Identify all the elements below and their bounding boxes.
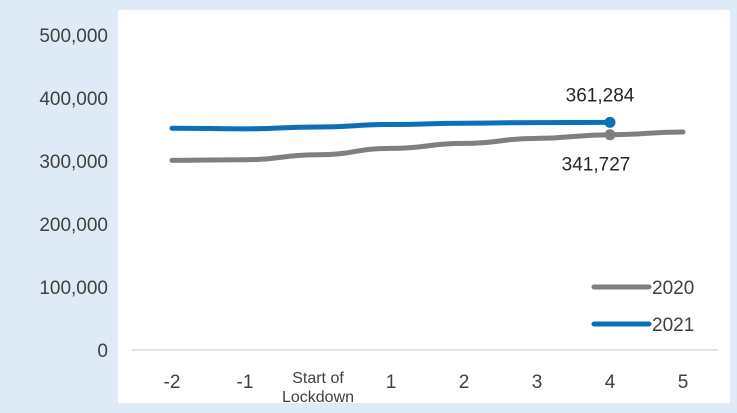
y-tick-label: 100,000 bbox=[39, 278, 108, 299]
series-line-2020 bbox=[169, 129, 686, 163]
legend-label-2020: 2020 bbox=[652, 278, 694, 299]
y-tick-label: 200,000 bbox=[39, 215, 108, 236]
series-lines bbox=[169, 119, 686, 163]
data-marker-2020 bbox=[604, 129, 616, 141]
y-axis-tick-labels: 0 100,000 200,000 300,000 400,000 500,000 bbox=[39, 26, 108, 362]
x-tick-label: 3 bbox=[532, 372, 543, 393]
x-tick-label-line: Lockdown bbox=[282, 389, 354, 406]
series-line-2021 bbox=[169, 119, 613, 132]
data-label-2020: 341,727 bbox=[562, 155, 631, 176]
data-label-2021: 361,284 bbox=[566, 85, 635, 106]
legend: 2020 2021 bbox=[591, 278, 694, 336]
x-axis-tick-labels: -2 -1 Start of Lockdown 1 2 3 4 5 bbox=[164, 370, 689, 406]
x-tick-label: 4 bbox=[605, 372, 616, 393]
data-markers bbox=[604, 116, 616, 141]
y-tick-label: 0 bbox=[97, 341, 108, 362]
y-tick-label: 400,000 bbox=[39, 89, 108, 110]
x-tick-label: Start of Lockdown bbox=[282, 370, 354, 406]
data-marker-2021 bbox=[604, 116, 616, 128]
x-tick-label: 5 bbox=[678, 372, 689, 393]
legend-label-2021: 2021 bbox=[652, 315, 694, 336]
x-tick-label: -2 bbox=[164, 372, 181, 393]
x-tick-label-line: Start of bbox=[292, 370, 344, 387]
x-tick-label: 1 bbox=[386, 372, 397, 393]
x-tick-label: -1 bbox=[237, 372, 254, 393]
data-labels: 341,727 361,284 bbox=[562, 85, 635, 175]
plot-area bbox=[118, 10, 730, 403]
y-tick-label: 500,000 bbox=[39, 26, 108, 47]
x-tick-label: 2 bbox=[459, 372, 470, 393]
y-tick-label: 300,000 bbox=[39, 152, 108, 173]
